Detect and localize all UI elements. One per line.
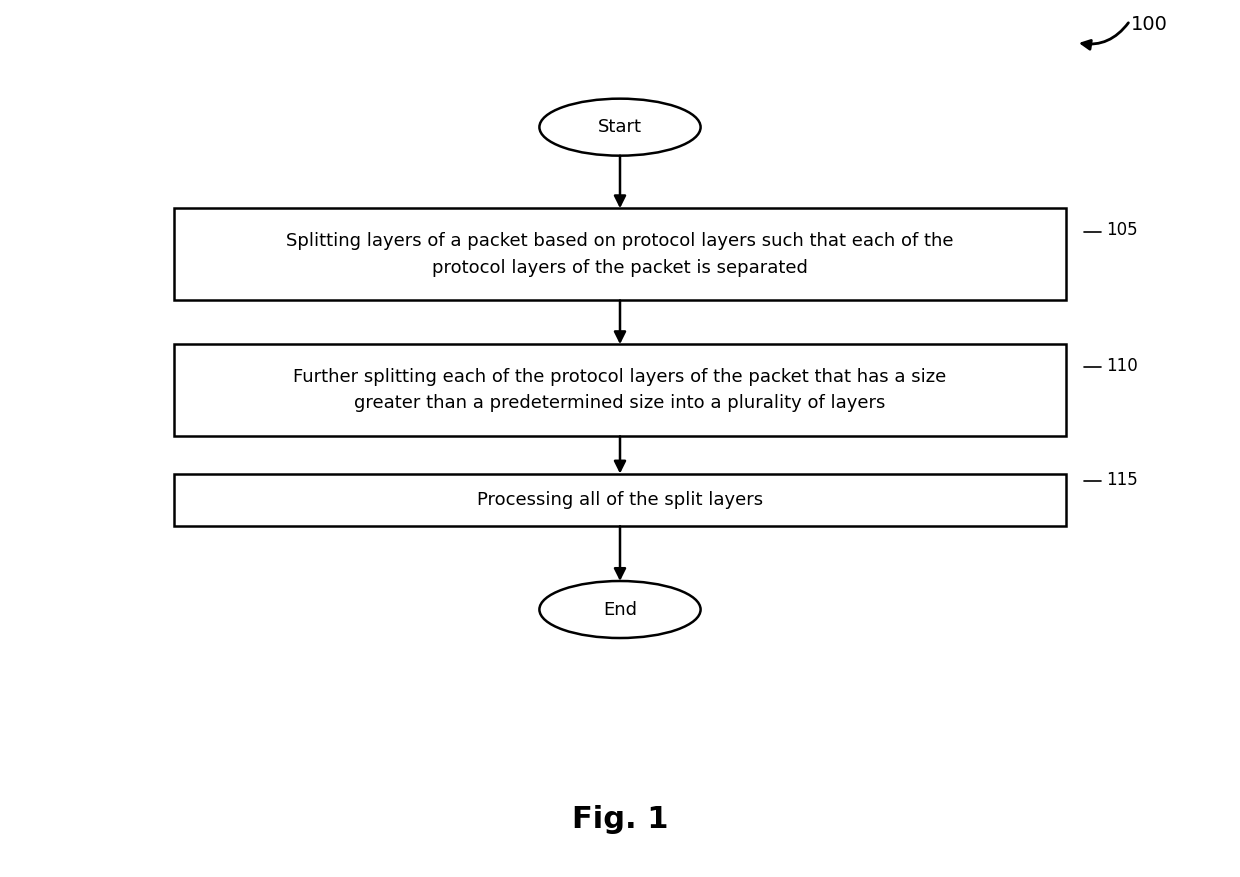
Text: Processing all of the split layers: Processing all of the split layers	[477, 491, 763, 509]
Ellipse shape	[539, 98, 701, 156]
Bar	[174, 344, 1066, 436]
Text: Fig. 1: Fig. 1	[572, 805, 668, 835]
Text: Splitting layers of a packet based on protocol layers such that each of the
prot: Splitting layers of a packet based on pr…	[286, 232, 954, 276]
Text: 110: 110	[1106, 357, 1138, 374]
Text: 115: 115	[1106, 471, 1138, 488]
Text: Start: Start	[598, 118, 642, 136]
Text: 105: 105	[1106, 221, 1138, 239]
Bar	[174, 209, 1066, 300]
Ellipse shape	[539, 581, 701, 638]
Text: Further splitting each of the protocol layers of the packet that has a size
grea: Further splitting each of the protocol l…	[294, 368, 946, 412]
Text: 100: 100	[1131, 15, 1168, 34]
Text: End: End	[603, 601, 637, 618]
Bar	[174, 474, 1066, 526]
